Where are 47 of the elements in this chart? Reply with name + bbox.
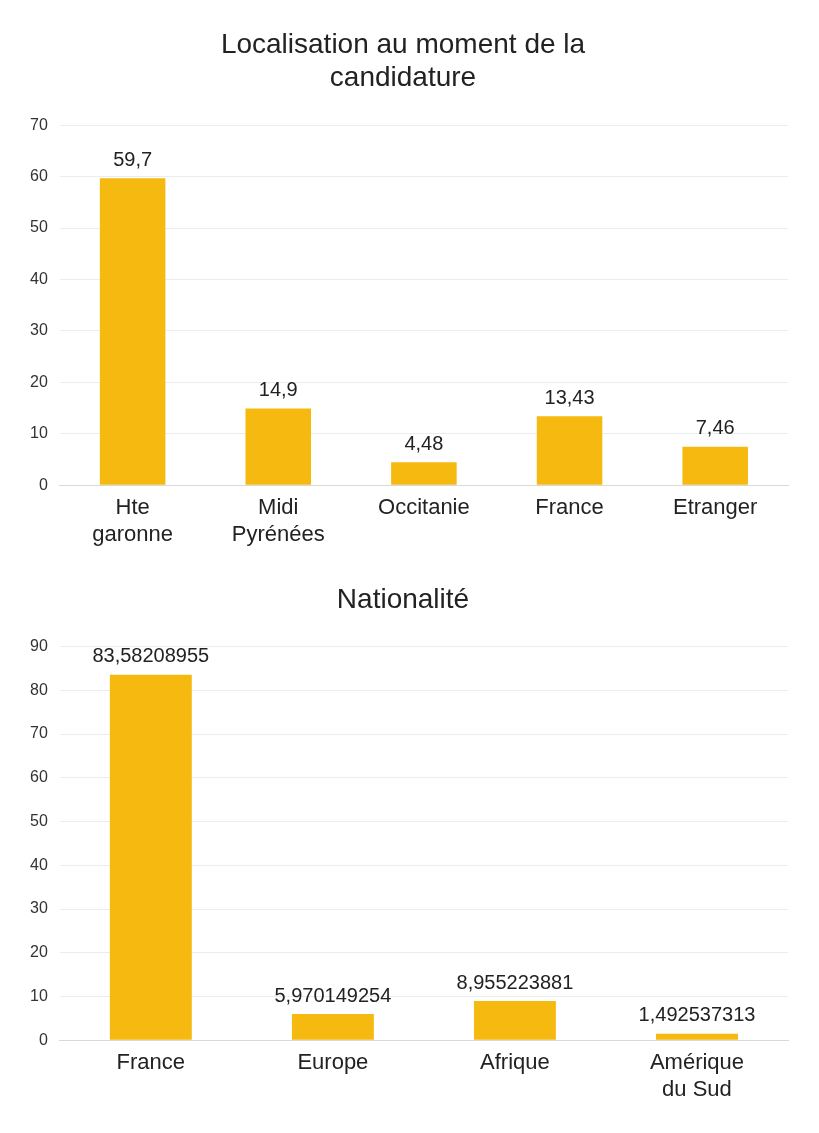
data-label: 13,43 xyxy=(544,385,595,408)
data-label: 4,48 xyxy=(404,431,444,454)
bar xyxy=(391,462,457,485)
bar xyxy=(536,416,603,485)
y-tick-label: 20 xyxy=(30,372,48,390)
y-tick-label: 70 xyxy=(30,724,48,742)
y-tick-label: 30 xyxy=(30,899,48,917)
y-tick-label: 60 xyxy=(30,768,48,786)
y-tick-label: 50 xyxy=(30,811,48,829)
y-tick-label: 40 xyxy=(30,855,48,873)
y-tick-label: 20 xyxy=(30,943,48,961)
bar xyxy=(109,674,192,1040)
data-label: 5,970149254 xyxy=(274,983,392,1006)
bar xyxy=(473,1001,556,1040)
bar xyxy=(682,446,748,485)
bar xyxy=(656,1033,738,1040)
y-tick-label: 30 xyxy=(30,321,48,339)
chart-title: Nationalité xyxy=(336,582,470,614)
data-label: 7,46 xyxy=(695,416,735,439)
y-tick-label: 0 xyxy=(38,475,48,493)
x-tick-label: France xyxy=(535,494,604,520)
x-tick-label: Occitanie xyxy=(378,494,470,520)
y-tick-label: 60 xyxy=(30,167,48,185)
y-tick-label: 10 xyxy=(30,986,48,1004)
x-tick-label: Midi Pyrénées xyxy=(231,494,325,546)
x-tick-label: Afrique xyxy=(480,1049,550,1075)
y-tick-label: 70 xyxy=(30,115,48,133)
y-tick-label: 90 xyxy=(30,637,48,655)
x-tick-label: France xyxy=(116,1049,186,1075)
data-label: 83,58208955 xyxy=(92,644,210,667)
x-tick-label: Hte garonne xyxy=(92,494,173,546)
y-tick-label: 40 xyxy=(30,269,48,287)
y-tick-label: 80 xyxy=(30,680,48,698)
y-tick-label: 10 xyxy=(30,424,48,442)
bar xyxy=(99,178,166,485)
data-label: 59,7 xyxy=(113,147,153,170)
x-tick-label: Etranger xyxy=(672,494,758,520)
bar xyxy=(245,408,312,485)
data-label: 14,9 xyxy=(258,378,298,401)
y-tick-label: 0 xyxy=(38,1030,48,1048)
x-tick-label: Amérique du Sud xyxy=(649,1049,745,1101)
data-label: 1,492537313 xyxy=(638,1003,756,1026)
bar xyxy=(291,1014,374,1040)
data-label: 8,955223881 xyxy=(456,970,574,993)
x-tick-label: Europe xyxy=(297,1049,369,1075)
chart-title: Localisation au moment de la candidature xyxy=(220,27,586,93)
y-tick-label: 50 xyxy=(30,218,48,236)
